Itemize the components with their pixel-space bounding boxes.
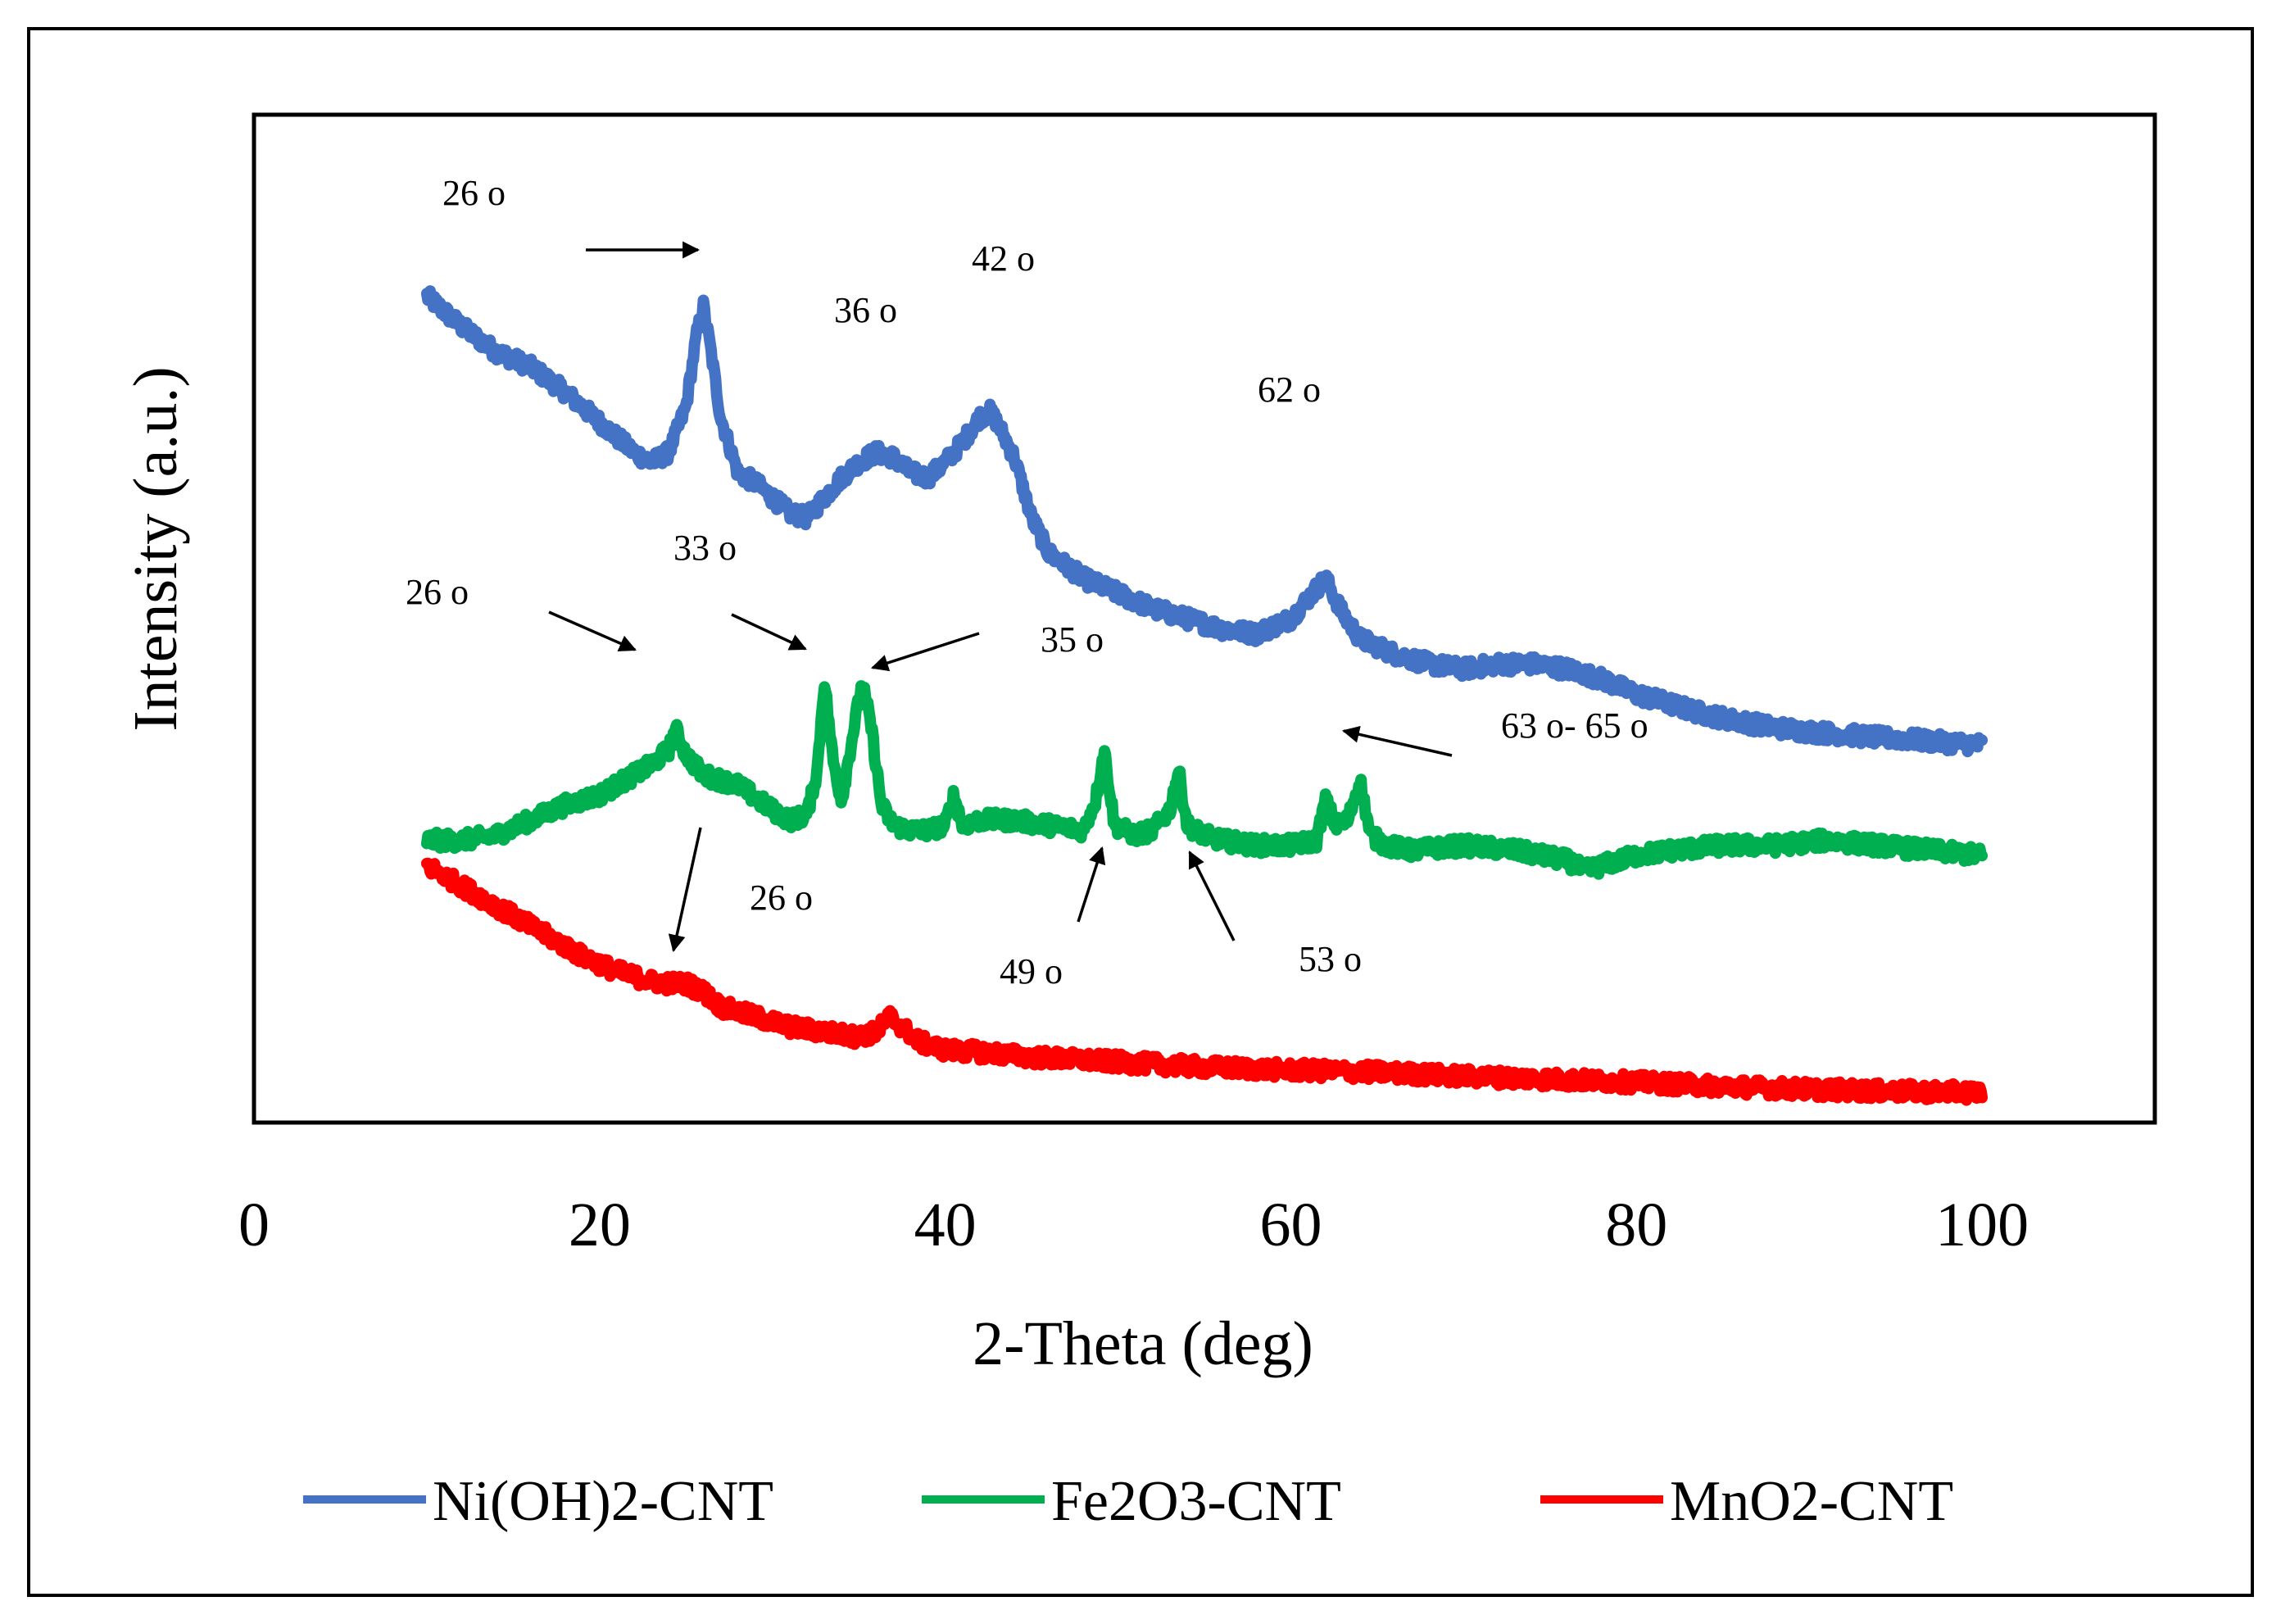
y-axis-label: Intensity (a.u.) <box>121 366 190 731</box>
peak-arrow <box>548 610 637 652</box>
legend-label-fe2o3-cnt: Fe2O3-CNT <box>1051 1470 1341 1533</box>
peak-label: 26 o <box>750 878 813 918</box>
peak-arrow <box>731 613 807 651</box>
x-tick-label-0: 0 <box>238 1191 270 1259</box>
peak-label: 36 o <box>834 290 897 330</box>
x-tick-label-100: 100 <box>1935 1191 2029 1259</box>
x-tick-labels: 0 20 40 60 80 100 <box>238 1191 2029 1259</box>
x-tick-label-40: 40 <box>914 1191 977 1259</box>
peak-arrow <box>871 632 980 672</box>
series-lines <box>420 285 1989 1106</box>
peak-label: 49 o <box>1000 951 1063 991</box>
peak-label: 62 o <box>1258 370 1321 410</box>
peak-label: 26 o <box>442 173 506 213</box>
peak-label: 35 o <box>1041 619 1104 660</box>
peak-arrow <box>668 827 702 953</box>
legend: Ni(OH)2-CNT Fe2O3-CNT MnO2-CNT <box>303 1470 1953 1533</box>
peak-label: 33 o <box>673 528 737 568</box>
x-axis-label: 2-Theta (deg) <box>973 1309 1313 1378</box>
peak-annotations: 26 o 36 o 42 o 62 o 26 o 33 o 35 o 63 o- 65 o 49… <box>406 173 1648 991</box>
x-tick-label-20: 20 <box>569 1191 631 1259</box>
peak-label: 26 o <box>406 572 469 612</box>
legend-label-ni-oh2-cnt: Ni(OH)2-CNT <box>433 1470 773 1533</box>
peak-arrows <box>548 241 1453 953</box>
peak-arrow <box>1188 851 1236 941</box>
peak-label: 53 o <box>1299 939 1362 979</box>
x-tick-label-80: 80 <box>1605 1191 1667 1259</box>
peak-label: 42 o <box>972 238 1035 279</box>
x-tick-label-60: 60 <box>1259 1191 1322 1259</box>
peak-arrow <box>1077 846 1106 923</box>
series-line-fe2o3-cnt <box>420 680 1989 880</box>
peak-arrow <box>1341 725 1453 757</box>
peak-label: 63 o- 65 o <box>1501 705 1648 746</box>
legend-label-mno2-cnt: MnO2-CNT <box>1670 1470 1953 1533</box>
series-line-ni-oh-2-cnt <box>420 285 1989 758</box>
series-line-mno2-cnt <box>420 857 1989 1106</box>
